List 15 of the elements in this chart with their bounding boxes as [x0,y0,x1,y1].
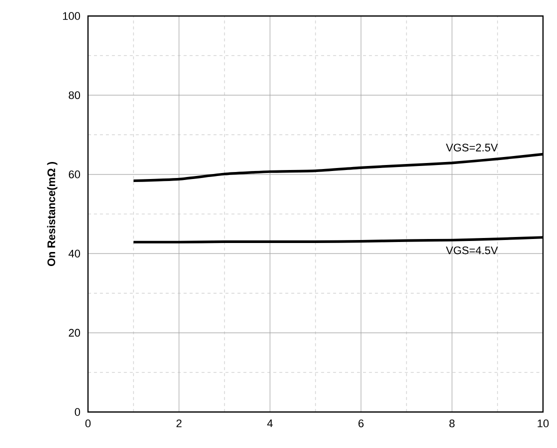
x-tick-label: 8 [449,420,455,428]
y-tick-label: 80 [68,91,80,100]
x-tick-label: 4 [267,420,273,428]
y-tick-label: 40 [68,250,80,258]
x-tick-label: 6 [358,420,364,428]
series-label: VGS=4.5V [446,246,498,254]
y-tick-label: 100 [63,12,80,20]
x-tick-label: 10 [538,420,549,428]
x-tick-label: 0 [85,420,91,428]
x-tick-label: 2 [176,420,182,428]
y-tick-label: 0 [74,408,80,416]
series-label: VGS=2.5V [446,144,498,152]
y-tick-label: 60 [68,170,80,178]
y-axis-title: On Resistance(mΩ ) [47,162,58,266]
y-tick-label: 20 [68,328,80,337]
